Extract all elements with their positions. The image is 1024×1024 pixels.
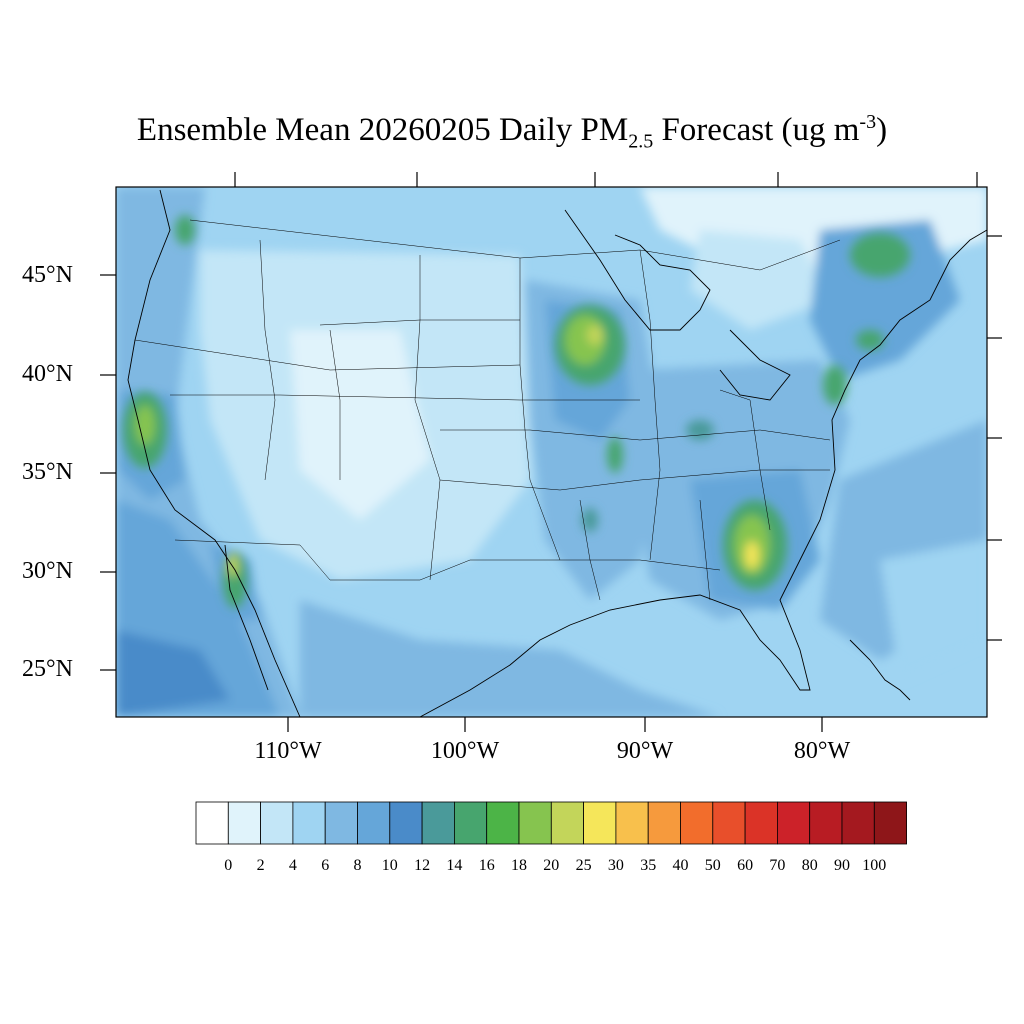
colorbar-swatch-20 bbox=[841, 801, 875, 845]
colorbar-label-90: 90 bbox=[834, 857, 850, 874]
colorbar-swatch-5 bbox=[357, 801, 391, 845]
lat-label-35n: 35°N bbox=[22, 459, 73, 485]
title-prefix: Ensemble Mean 20260205 Daily PM bbox=[136, 112, 629, 148]
lat-label-25n: 25°N bbox=[22, 656, 73, 682]
colorbar-swatch-10 bbox=[518, 801, 552, 845]
colorbar-label-30: 30 bbox=[607, 857, 624, 874]
colorbar-swatch-8 bbox=[453, 801, 488, 845]
colorbar-swatch-15 bbox=[680, 801, 714, 845]
lon-label-90w: 90°W bbox=[616, 738, 674, 764]
concentration-field bbox=[116, 187, 987, 717]
colorbar-label-14: 14 bbox=[446, 857, 463, 874]
title-subscript: 2.5 bbox=[628, 130, 654, 153]
colorbar-label-18: 18 bbox=[511, 857, 527, 874]
colorbar-swatch-16 bbox=[712, 801, 746, 845]
colorbar-swatch-3 bbox=[292, 801, 326, 845]
lon-label-100w: 100°W bbox=[430, 738, 500, 764]
state-borders bbox=[134, 219, 841, 601]
colorbar-swatch-7 bbox=[421, 801, 455, 845]
lat-label-45n: 45°N bbox=[22, 262, 73, 288]
colorbar bbox=[195, 801, 907, 845]
colorbar-label-25: 25 bbox=[575, 857, 592, 874]
colorbar-label-50: 50 bbox=[704, 857, 721, 874]
colorbar-swatch-0 bbox=[195, 801, 229, 845]
title-suffix: ) bbox=[876, 112, 888, 148]
colorbar-swatch-18 bbox=[777, 801, 811, 845]
colorbar-label-0: 0 bbox=[224, 857, 233, 874]
colorbar-swatch-2 bbox=[260, 801, 294, 845]
colorbar-swatch-6 bbox=[389, 801, 423, 845]
colorbar-swatch-1 bbox=[227, 801, 262, 845]
colorbar-label-60: 60 bbox=[737, 857, 754, 874]
title-superscript: -3 bbox=[859, 111, 877, 133]
colorbar-label-70: 70 bbox=[769, 857, 786, 874]
lat-label-30n: 30°N bbox=[22, 558, 73, 584]
map-title: Ensemble Mean 20260205 Daily PM2.5 Forec… bbox=[0, 111, 1024, 152]
lon-label-110w: 110°W bbox=[254, 738, 322, 764]
colorbar-label-100: 100 bbox=[862, 857, 887, 874]
colorbar-swatch-9 bbox=[486, 801, 520, 845]
colorbar-swatch-21 bbox=[873, 801, 907, 845]
colorbar-swatch-13 bbox=[615, 801, 649, 845]
colorbar-swatch-14 bbox=[647, 801, 681, 845]
colorbar-label-8: 8 bbox=[353, 857, 362, 874]
map-ticks bbox=[100, 172, 1002, 732]
map-frame bbox=[115, 186, 988, 718]
coastlines bbox=[127, 189, 987, 717]
title-middle: Forecast (ug m bbox=[653, 112, 860, 148]
colorbar-swatch-11 bbox=[550, 801, 584, 845]
lat-label-40n: 40°N bbox=[22, 361, 73, 387]
colorbar-label-6: 6 bbox=[321, 857, 330, 874]
colorbar-label-40: 40 bbox=[672, 857, 689, 874]
colorbar-label-35: 35 bbox=[640, 857, 657, 874]
colorbar-label-12: 12 bbox=[414, 857, 431, 874]
colorbar-label-10: 10 bbox=[381, 857, 398, 874]
colorbar-swatch-17 bbox=[744, 801, 778, 845]
colorbar-swatch-4 bbox=[324, 801, 358, 845]
colorbar-label-20: 20 bbox=[543, 857, 560, 874]
colorbar-swatch-12 bbox=[583, 801, 617, 845]
colorbar-label-2: 2 bbox=[256, 857, 265, 874]
colorbar-swatch-19 bbox=[809, 801, 843, 845]
colorbar-label-16: 16 bbox=[478, 857, 495, 874]
colorbar-label-80: 80 bbox=[801, 857, 818, 874]
lon-label-80w: 80°W bbox=[793, 738, 851, 764]
colorbar-label-4: 4 bbox=[288, 857, 297, 874]
